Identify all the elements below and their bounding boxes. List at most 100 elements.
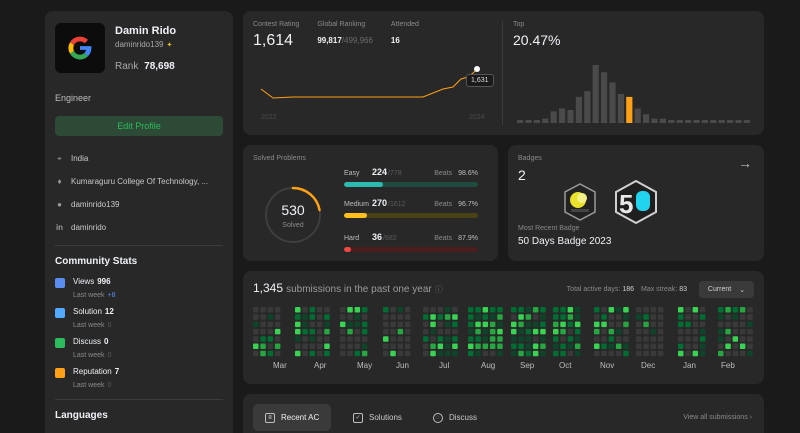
submissions-card: 1,345 submissions in the past one year ⓘ… — [243, 271, 764, 384]
arrow-right-icon[interactable]: → — [738, 155, 752, 171]
heatmap-cell — [574, 328, 581, 335]
heatmap-cell — [623, 350, 629, 357]
stat-label: Solution — [73, 307, 102, 316]
activity-tabs-card: ≡ Recent AC ✓ Solutions ◌ Discuss View a… — [243, 394, 764, 433]
view-all-submissions-link[interactable]: View all submissions › — [683, 414, 752, 421]
rating-point — [474, 66, 480, 72]
difficulty-progress-bar — [344, 247, 478, 252]
github-row[interactable]: ● daminrido139 — [55, 193, 223, 216]
heatmap-cell — [739, 314, 746, 320]
heatmap-cell — [511, 314, 517, 320]
tab-solutions[interactable]: ✓ Solutions — [341, 404, 414, 431]
heatmap-cell — [718, 328, 724, 335]
heatmap-cell — [739, 307, 746, 313]
divider — [502, 21, 503, 125]
heatmap-cell — [309, 343, 316, 349]
histogram-bar — [651, 118, 658, 123]
heatmap-cell — [608, 350, 615, 357]
heatmap-cell — [699, 307, 706, 313]
heatmap-cell — [452, 343, 458, 349]
heatmap-cell — [354, 336, 361, 342]
heatmap-cell — [437, 328, 444, 335]
heatmap-cell — [482, 314, 489, 320]
heatmap-cell — [397, 321, 404, 328]
rating-line-chart[interactable]: 2022 2024 — [253, 61, 493, 131]
top-value: 20.47% — [513, 32, 561, 48]
heatmap-cell — [267, 336, 274, 342]
heatmap-cell — [383, 328, 389, 335]
linkedin-row[interactable]: in daminrido — [55, 216, 223, 239]
avatar[interactable] — [55, 23, 105, 73]
info-icon[interactable]: ⓘ — [434, 285, 443, 294]
heatmap-cell — [739, 321, 746, 328]
difficulty-total: /778 — [388, 170, 402, 177]
heatmap-cell — [361, 328, 368, 335]
github-text[interactable]: daminrido139 — [71, 200, 120, 209]
heatmap-cell — [302, 343, 308, 349]
heatmap-cell — [553, 321, 559, 328]
heatmap-cell — [482, 343, 489, 349]
stat-value: 7 — [114, 367, 120, 376]
heatmap-cell — [615, 350, 622, 357]
stat-sub-value: 0 — [107, 352, 112, 359]
month-label: May — [357, 361, 373, 370]
profile-card: Damin Rido daminrido139 ✦ Rank 78,698 En… — [45, 11, 233, 433]
heatmap-cell — [623, 321, 629, 328]
heatmap-cell — [309, 307, 316, 313]
heatmap-cell — [452, 350, 458, 357]
heatmap-cell — [260, 328, 266, 335]
heatmap-cell — [354, 321, 361, 328]
heatmap-cell — [340, 343, 346, 349]
heatmap-cell — [404, 336, 411, 342]
beats-value: 98.6% — [458, 170, 478, 177]
heatmap-cell — [699, 350, 706, 357]
heatmap-cell — [511, 328, 517, 335]
community-stat-views: Views 996 Last week +8 — [55, 277, 223, 299]
linkedin-text[interactable]: daminrido — [71, 223, 107, 232]
contest-rating-label: Contest Rating — [253, 21, 300, 28]
heatmap-cell — [692, 336, 699, 342]
histogram-bar — [718, 120, 725, 123]
solved-ring[interactable]: 530 Solved — [263, 185, 323, 245]
heatmap-cell — [636, 307, 642, 313]
heatmap-cell — [404, 321, 411, 328]
badge-50-days-icon[interactable]: 5 — [613, 180, 659, 224]
heatmap-cell — [747, 343, 753, 349]
heatmap-cell — [643, 336, 649, 342]
submissions-count: 1,345 — [253, 281, 284, 295]
difficulty-count: 36 — [372, 232, 383, 242]
rating-histogram[interactable] — [515, 61, 755, 123]
heatmap-cell — [316, 343, 323, 349]
heatmap-cell — [678, 350, 684, 357]
heatmap-cell — [302, 350, 308, 357]
heatmap-cell — [518, 336, 524, 342]
contest-rating-value: 1,614 — [253, 32, 294, 49]
heatmap-cell — [574, 307, 581, 313]
heatmap-cell — [685, 307, 691, 313]
heatmap-cell — [678, 343, 684, 349]
heatmap-cell — [347, 307, 353, 313]
most-recent-badge-name: 50 Days Badge 2023 — [518, 236, 612, 247]
solved-total-label: Solved — [282, 222, 304, 229]
heatmap-cell — [437, 307, 444, 313]
chevron-right-icon: › — [749, 414, 752, 421]
heatmap-cell — [540, 328, 546, 335]
heatmap-cell — [497, 307, 503, 313]
heatmap-cell — [518, 307, 524, 313]
submission-heatmap[interactable] — [253, 307, 758, 359]
heatmap-cell — [444, 328, 451, 335]
heatmap-cell — [444, 343, 451, 349]
heatmap-cell — [560, 328, 566, 335]
tab-discuss[interactable]: ◌ Discuss — [421, 404, 489, 431]
heatmap-cell — [295, 343, 301, 349]
heatmap-cell — [274, 314, 281, 320]
tab-recent-ac[interactable]: ≡ Recent AC — [253, 404, 332, 431]
heatmap-cell — [601, 343, 607, 349]
stat-sub-value: 0 — [107, 322, 112, 329]
badge-100-days-icon[interactable] — [563, 183, 597, 221]
edit-profile-button[interactable]: Edit Profile — [55, 116, 223, 136]
heatmap-cell — [390, 314, 396, 320]
histogram-bar — [701, 120, 708, 123]
heatmap-cell — [295, 328, 301, 335]
current-dropdown[interactable]: Current ⌄ — [699, 281, 754, 298]
